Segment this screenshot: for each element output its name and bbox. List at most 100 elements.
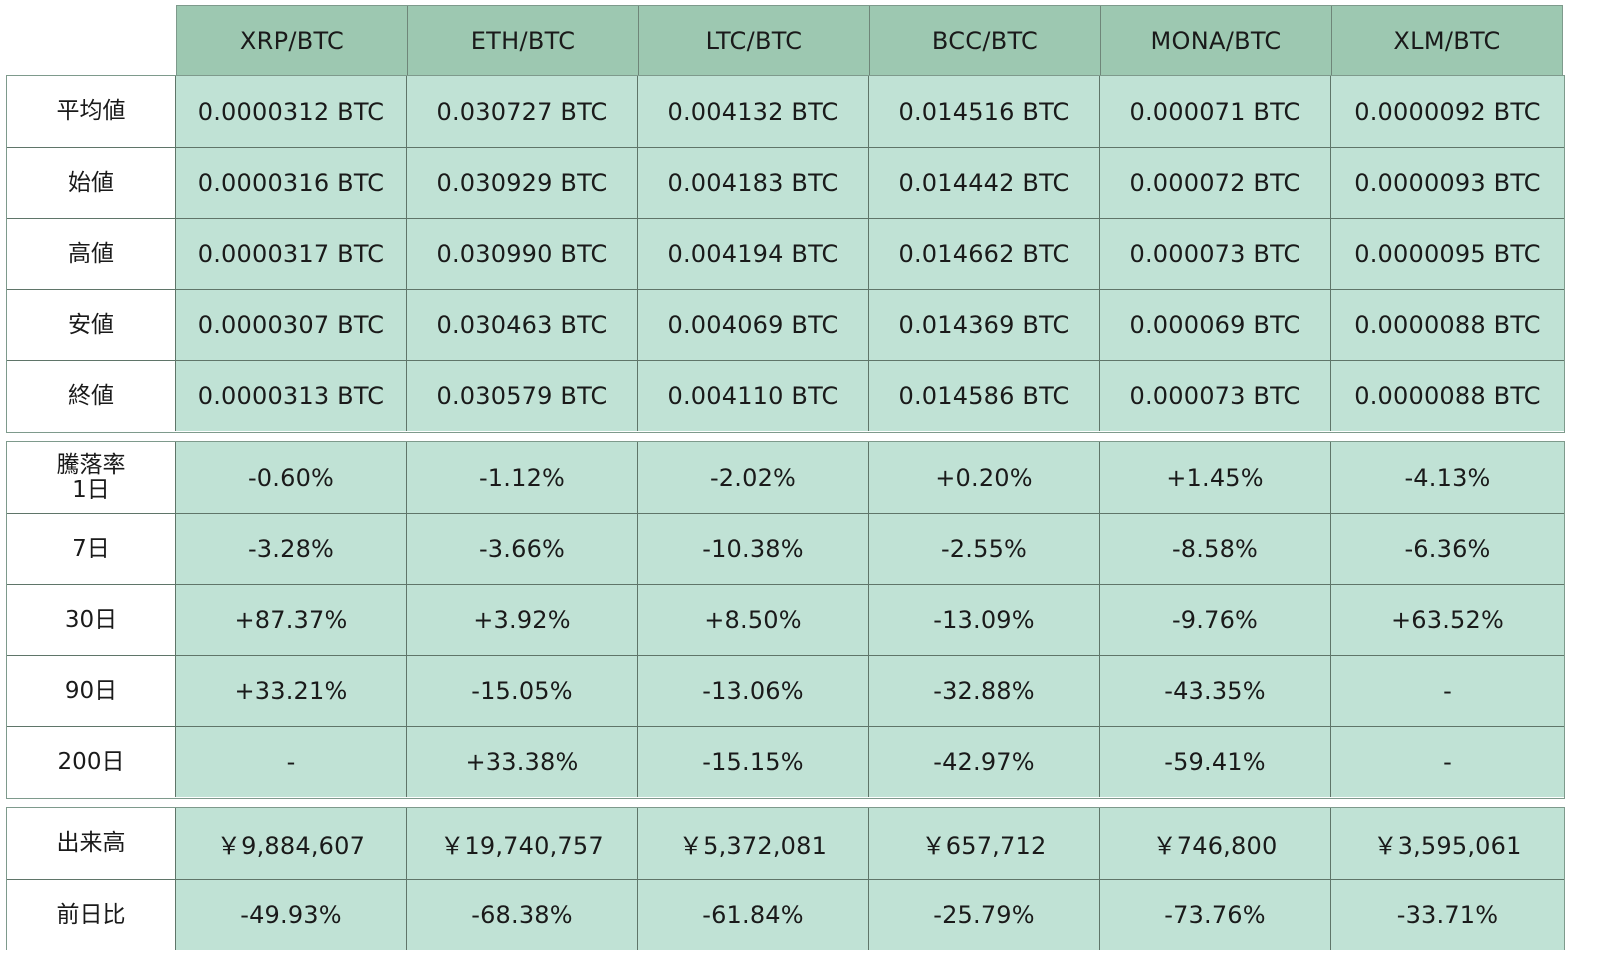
table-cell: ￥19,740,757 — [407, 808, 638, 879]
table-cell: 0.000072 BTC — [1100, 148, 1331, 218]
row-label: 30日 — [7, 585, 176, 655]
table-cell: -73.76% — [1100, 880, 1331, 950]
table-cell: -4.13% — [1331, 442, 1564, 513]
table-cell: 0.0000313 BTC — [176, 361, 407, 431]
table-cell: 0.0000092 BTC — [1331, 76, 1564, 147]
table-cell: 0.004069 BTC — [638, 290, 869, 360]
row-label: 90日 — [7, 656, 176, 726]
row-label: 騰落率 1日 — [7, 442, 176, 513]
table-cell: -2.02% — [638, 442, 869, 513]
table-cell: 0.014369 BTC — [869, 290, 1100, 360]
table-cell: 0.004110 BTC — [638, 361, 869, 431]
table-cell: +63.52% — [1331, 585, 1564, 655]
table-row-volume: 出来高 ￥9,884,607 ￥19,740,757 ￥5,372,081 ￥6… — [7, 808, 1564, 879]
table-cell: - — [176, 727, 407, 797]
table-cell: 0.004132 BTC — [638, 76, 869, 147]
table-cell: 0.030579 BTC — [407, 361, 638, 431]
row-label: 7日 — [7, 514, 176, 584]
table-cell: -9.76% — [1100, 585, 1331, 655]
row-label: 高値 — [7, 219, 176, 289]
table-cell: -10.38% — [638, 514, 869, 584]
table-cell: -1.12% — [407, 442, 638, 513]
table-cell: -25.79% — [869, 880, 1100, 950]
table-cell: 0.000073 BTC — [1100, 361, 1331, 431]
column-header-bcc-btc: BCC/BTC — [869, 6, 1100, 76]
table-cell: 0.014442 BTC — [869, 148, 1100, 218]
change-rate-section: 騰落率 1日 -0.60% -1.12% -2.02% +0.20% +1.45… — [6, 441, 1565, 799]
table-cell: 0.004194 BTC — [638, 219, 869, 289]
table-cell: -13.06% — [638, 656, 869, 726]
table-row-close: 終値 0.0000313 BTC 0.030579 BTC 0.004110 B… — [7, 360, 1564, 431]
table-cell: ￥657,712 — [869, 808, 1100, 879]
table-cell: 0.0000093 BTC — [1331, 148, 1564, 218]
table-row-90d: 90日 +33.21% -15.05% -13.06% -32.88% -43.… — [7, 655, 1564, 726]
column-header-mona-btc: MONA/BTC — [1100, 6, 1331, 76]
table-cell: 0.0000317 BTC — [176, 219, 407, 289]
table-cell: -6.36% — [1331, 514, 1564, 584]
table-cell: -33.71% — [1331, 880, 1564, 950]
table-cell: +8.50% — [638, 585, 869, 655]
table-cell: -2.55% — [869, 514, 1100, 584]
table-cell: +3.92% — [407, 585, 638, 655]
price-section: 平均値 0.0000312 BTC 0.030727 BTC 0.004132 … — [6, 75, 1565, 433]
table-cell: 0.030929 BTC — [407, 148, 638, 218]
table-cell: 0.004183 BTC — [638, 148, 869, 218]
row-label: 終値 — [7, 361, 176, 431]
table-cell: +87.37% — [176, 585, 407, 655]
table-cell: ￥3,595,061 — [1331, 808, 1564, 879]
table-row-200d: 200日 - +33.38% -15.15% -42.97% -59.41% - — [7, 726, 1564, 797]
table-cell: 0.030990 BTC — [407, 219, 638, 289]
table-cell: ￥746,800 — [1100, 808, 1331, 879]
table-cell: -42.97% — [869, 727, 1100, 797]
table-row-30d: 30日 +87.37% +3.92% +8.50% -13.09% -9.76%… — [7, 584, 1564, 655]
table-cell: 0.030463 BTC — [407, 290, 638, 360]
table-cell: ￥5,372,081 — [638, 808, 869, 879]
table-cell: 0.014662 BTC — [869, 219, 1100, 289]
table-cell: 0.0000088 BTC — [1331, 361, 1564, 431]
table-cell: -43.35% — [1100, 656, 1331, 726]
table-cell: -0.60% — [176, 442, 407, 513]
table-cell: 0.0000312 BTC — [176, 76, 407, 147]
table-cell: 0.000069 BTC — [1100, 290, 1331, 360]
table-cell: 0.014586 BTC — [869, 361, 1100, 431]
table-row-7d: 7日 -3.28% -3.66% -10.38% -2.55% -8.58% -… — [7, 513, 1564, 584]
table-cell: -3.28% — [176, 514, 407, 584]
table-cell: -8.58% — [1100, 514, 1331, 584]
table-cell: -59.41% — [1100, 727, 1331, 797]
row-label: 出来高 — [7, 808, 176, 879]
table-cell: -32.88% — [869, 656, 1100, 726]
table-cell: - — [1331, 656, 1564, 726]
table-cell: - — [1331, 727, 1564, 797]
table-row-low: 安値 0.0000307 BTC 0.030463 BTC 0.004069 B… — [7, 289, 1564, 360]
table-cell: 0.030727 BTC — [407, 76, 638, 147]
table-cell: +0.20% — [869, 442, 1100, 513]
section-title: 騰落率 — [56, 451, 126, 478]
column-header-xrp-btc: XRP/BTC — [176, 6, 407, 76]
row-label: 始値 — [7, 148, 176, 218]
table-cell: -15.05% — [407, 656, 638, 726]
table-cell: -3.66% — [407, 514, 638, 584]
table-cell: 0.0000095 BTC — [1331, 219, 1564, 289]
column-header-ltc-btc: LTC/BTC — [638, 6, 869, 76]
table-row-average: 平均値 0.0000312 BTC 0.030727 BTC 0.004132 … — [7, 76, 1564, 147]
column-header-row: XRP/BTC ETH/BTC LTC/BTC BCC/BTC MONA/BTC… — [176, 5, 1563, 76]
table-row-open: 始値 0.0000316 BTC 0.030929 BTC 0.004183 B… — [7, 147, 1564, 218]
table-cell: 0.014516 BTC — [869, 76, 1100, 147]
table-cell: +1.45% — [1100, 442, 1331, 513]
table-cell: +33.21% — [176, 656, 407, 726]
column-header-xlm-btc: XLM/BTC — [1331, 6, 1562, 76]
table-cell: 0.000071 BTC — [1100, 76, 1331, 147]
table-cell: ￥9,884,607 — [176, 808, 407, 879]
table-cell: 0.0000088 BTC — [1331, 290, 1564, 360]
table-cell: 0.0000307 BTC — [176, 290, 407, 360]
table-cell: -15.15% — [638, 727, 869, 797]
table-cell: 0.0000316 BTC — [176, 148, 407, 218]
row-label: 前日比 — [7, 880, 176, 950]
volume-section: 出来高 ￥9,884,607 ￥19,740,757 ￥5,372,081 ￥6… — [6, 807, 1565, 950]
column-header-eth-btc: ETH/BTC — [407, 6, 638, 76]
row-label: 平均値 — [7, 76, 176, 147]
row-label: 安値 — [7, 290, 176, 360]
table-row-day-over-day: 前日比 -49.93% -68.38% -61.84% -25.79% -73.… — [7, 879, 1564, 950]
table-cell: -61.84% — [638, 880, 869, 950]
